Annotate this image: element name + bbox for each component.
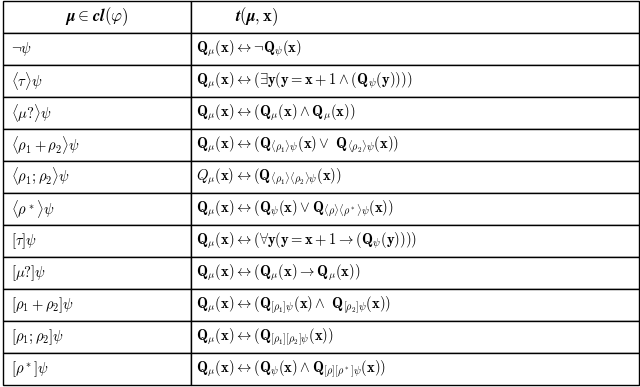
Text: $[\rho^*] \psi$: $[\rho^*] \psi$ bbox=[11, 359, 49, 379]
Text: $\mathbf{Q}_{\mu}(\mathbf{x}) \leftrightarrow (\mathbf{Q}_{\mu}(\mathbf{x}) \wed: $\mathbf{Q}_{\mu}(\mathbf{x}) \leftright… bbox=[196, 103, 355, 123]
Bar bbox=[3, 161, 191, 193]
Text: $[\mu?] \psi$: $[\mu?] \psi$ bbox=[11, 263, 46, 283]
Bar bbox=[3, 65, 191, 97]
Text: $\langle\mu?\rangle \psi$: $\langle\mu?\rangle \psi$ bbox=[11, 102, 52, 124]
Bar bbox=[3, 353, 191, 385]
Bar bbox=[191, 225, 639, 257]
Text: $[\rho_1 + \rho_2] \psi$: $[\rho_1 + \rho_2] \psi$ bbox=[11, 295, 74, 315]
Text: $\langle\rho_1 + \rho_2\rangle \psi$: $\langle\rho_1 + \rho_2\rangle \psi$ bbox=[11, 134, 79, 156]
Text: $\mathbf{Q}_{\mu}(\mathbf{x}) \leftrightarrow (\exists\mathbf{y}(\mathbf{y} = \m: $\mathbf{Q}_{\mu}(\mathbf{x}) \leftright… bbox=[196, 71, 412, 91]
Bar bbox=[3, 1, 191, 33]
Text: $\mathbf{Q}_{\mu}(\mathbf{x}) \leftrightarrow (\mathbf{Q}_{[\rho_1] \psi}(\mathb: $\mathbf{Q}_{\mu}(\mathbf{x}) \leftright… bbox=[196, 295, 391, 315]
Bar bbox=[3, 193, 191, 225]
Text: $\mathbf{Q}_{\mu}(\mathbf{x}) \leftrightarrow (\mathbf{Q}_{\mu}(\mathbf{x}) \rig: $\mathbf{Q}_{\mu}(\mathbf{x}) \leftright… bbox=[196, 263, 360, 283]
Bar bbox=[3, 97, 191, 129]
Bar bbox=[191, 97, 639, 129]
Bar bbox=[3, 33, 191, 65]
Bar bbox=[3, 225, 191, 257]
Bar bbox=[3, 129, 191, 161]
Text: $\mathbf{Q}_{\mu}(\mathbf{x}) \leftrightarrow (\mathbf{Q}_{[\rho_1] [\rho_2] \ps: $\mathbf{Q}_{\mu}(\mathbf{x}) \leftright… bbox=[196, 327, 333, 348]
Text: $\neg\psi$: $\neg\psi$ bbox=[11, 40, 32, 58]
Text: $\boldsymbol{t}(\boldsymbol{\mu}, \mathbf{x})$: $\boldsymbol{t}(\boldsymbol{\mu}, \mathb… bbox=[236, 5, 278, 28]
Bar bbox=[3, 289, 191, 321]
Text: $\mathbf{Q}_{\mu}(\mathbf{x}) \leftrightarrow (\mathbf{Q}_{\langle\rho_1\rangle : $\mathbf{Q}_{\mu}(\mathbf{x}) \leftright… bbox=[196, 135, 399, 155]
Bar bbox=[191, 33, 639, 65]
Bar bbox=[191, 129, 639, 161]
Text: $\mathbf{Q}_{\mu}(\mathbf{x}) \leftrightarrow (\mathbf{Q}_{\psi}(\mathbf{x}) \ve: $\mathbf{Q}_{\mu}(\mathbf{x}) \leftright… bbox=[196, 199, 394, 219]
Bar bbox=[191, 161, 639, 193]
Text: $[\rho_1;\rho_2] \psi$: $[\rho_1;\rho_2] \psi$ bbox=[11, 327, 64, 347]
Bar bbox=[191, 289, 639, 321]
Text: $\mathbf{Q}_{\mu}(\mathbf{x}) \leftrightarrow (\mathbf{Q}_{\psi}(\mathbf{x}) \we: $\mathbf{Q}_{\mu}(\mathbf{x}) \leftright… bbox=[196, 358, 386, 380]
Text: $\langle\rho_1;\rho_2\rangle \psi$: $\langle\rho_1;\rho_2\rangle \psi$ bbox=[11, 166, 70, 187]
Bar bbox=[3, 257, 191, 289]
Bar bbox=[191, 1, 639, 33]
Bar bbox=[191, 65, 639, 97]
Bar bbox=[191, 257, 639, 289]
Text: $\mathbf{Q}_{\mu}(\mathbf{x}) \leftrightarrow (\forall\mathbf{y}(\mathbf{y} = \m: $\mathbf{Q}_{\mu}(\mathbf{x}) \leftright… bbox=[196, 231, 417, 251]
Text: $\langle\tau\rangle \psi$: $\langle\tau\rangle \psi$ bbox=[11, 70, 42, 92]
Text: $[\tau] \psi$: $[\tau] \psi$ bbox=[11, 231, 36, 251]
Text: $Q_{\mu}(\mathbf{x}) \leftrightarrow (\mathbf{Q}_{\langle\rho_1\rangle \langle\r: $Q_{\mu}(\mathbf{x}) \leftrightarrow (\m… bbox=[196, 167, 342, 187]
Text: $\langle\rho^*\rangle \psi$: $\langle\rho^*\rangle \psi$ bbox=[11, 198, 54, 220]
Bar bbox=[191, 321, 639, 353]
Bar bbox=[191, 353, 639, 385]
Bar bbox=[3, 321, 191, 353]
Bar bbox=[191, 193, 639, 225]
Text: $\mathbf{Q}_{\mu}(\mathbf{x}) \leftrightarrow \neg\mathbf{Q}_{\psi}(\mathbf{x})$: $\mathbf{Q}_{\mu}(\mathbf{x}) \leftright… bbox=[196, 39, 301, 59]
Text: $\boldsymbol{\mu} \in \boldsymbol{cl}(\boldsymbol{\varphi})$: $\boldsymbol{\mu} \in \boldsymbol{cl}(\b… bbox=[65, 5, 129, 28]
